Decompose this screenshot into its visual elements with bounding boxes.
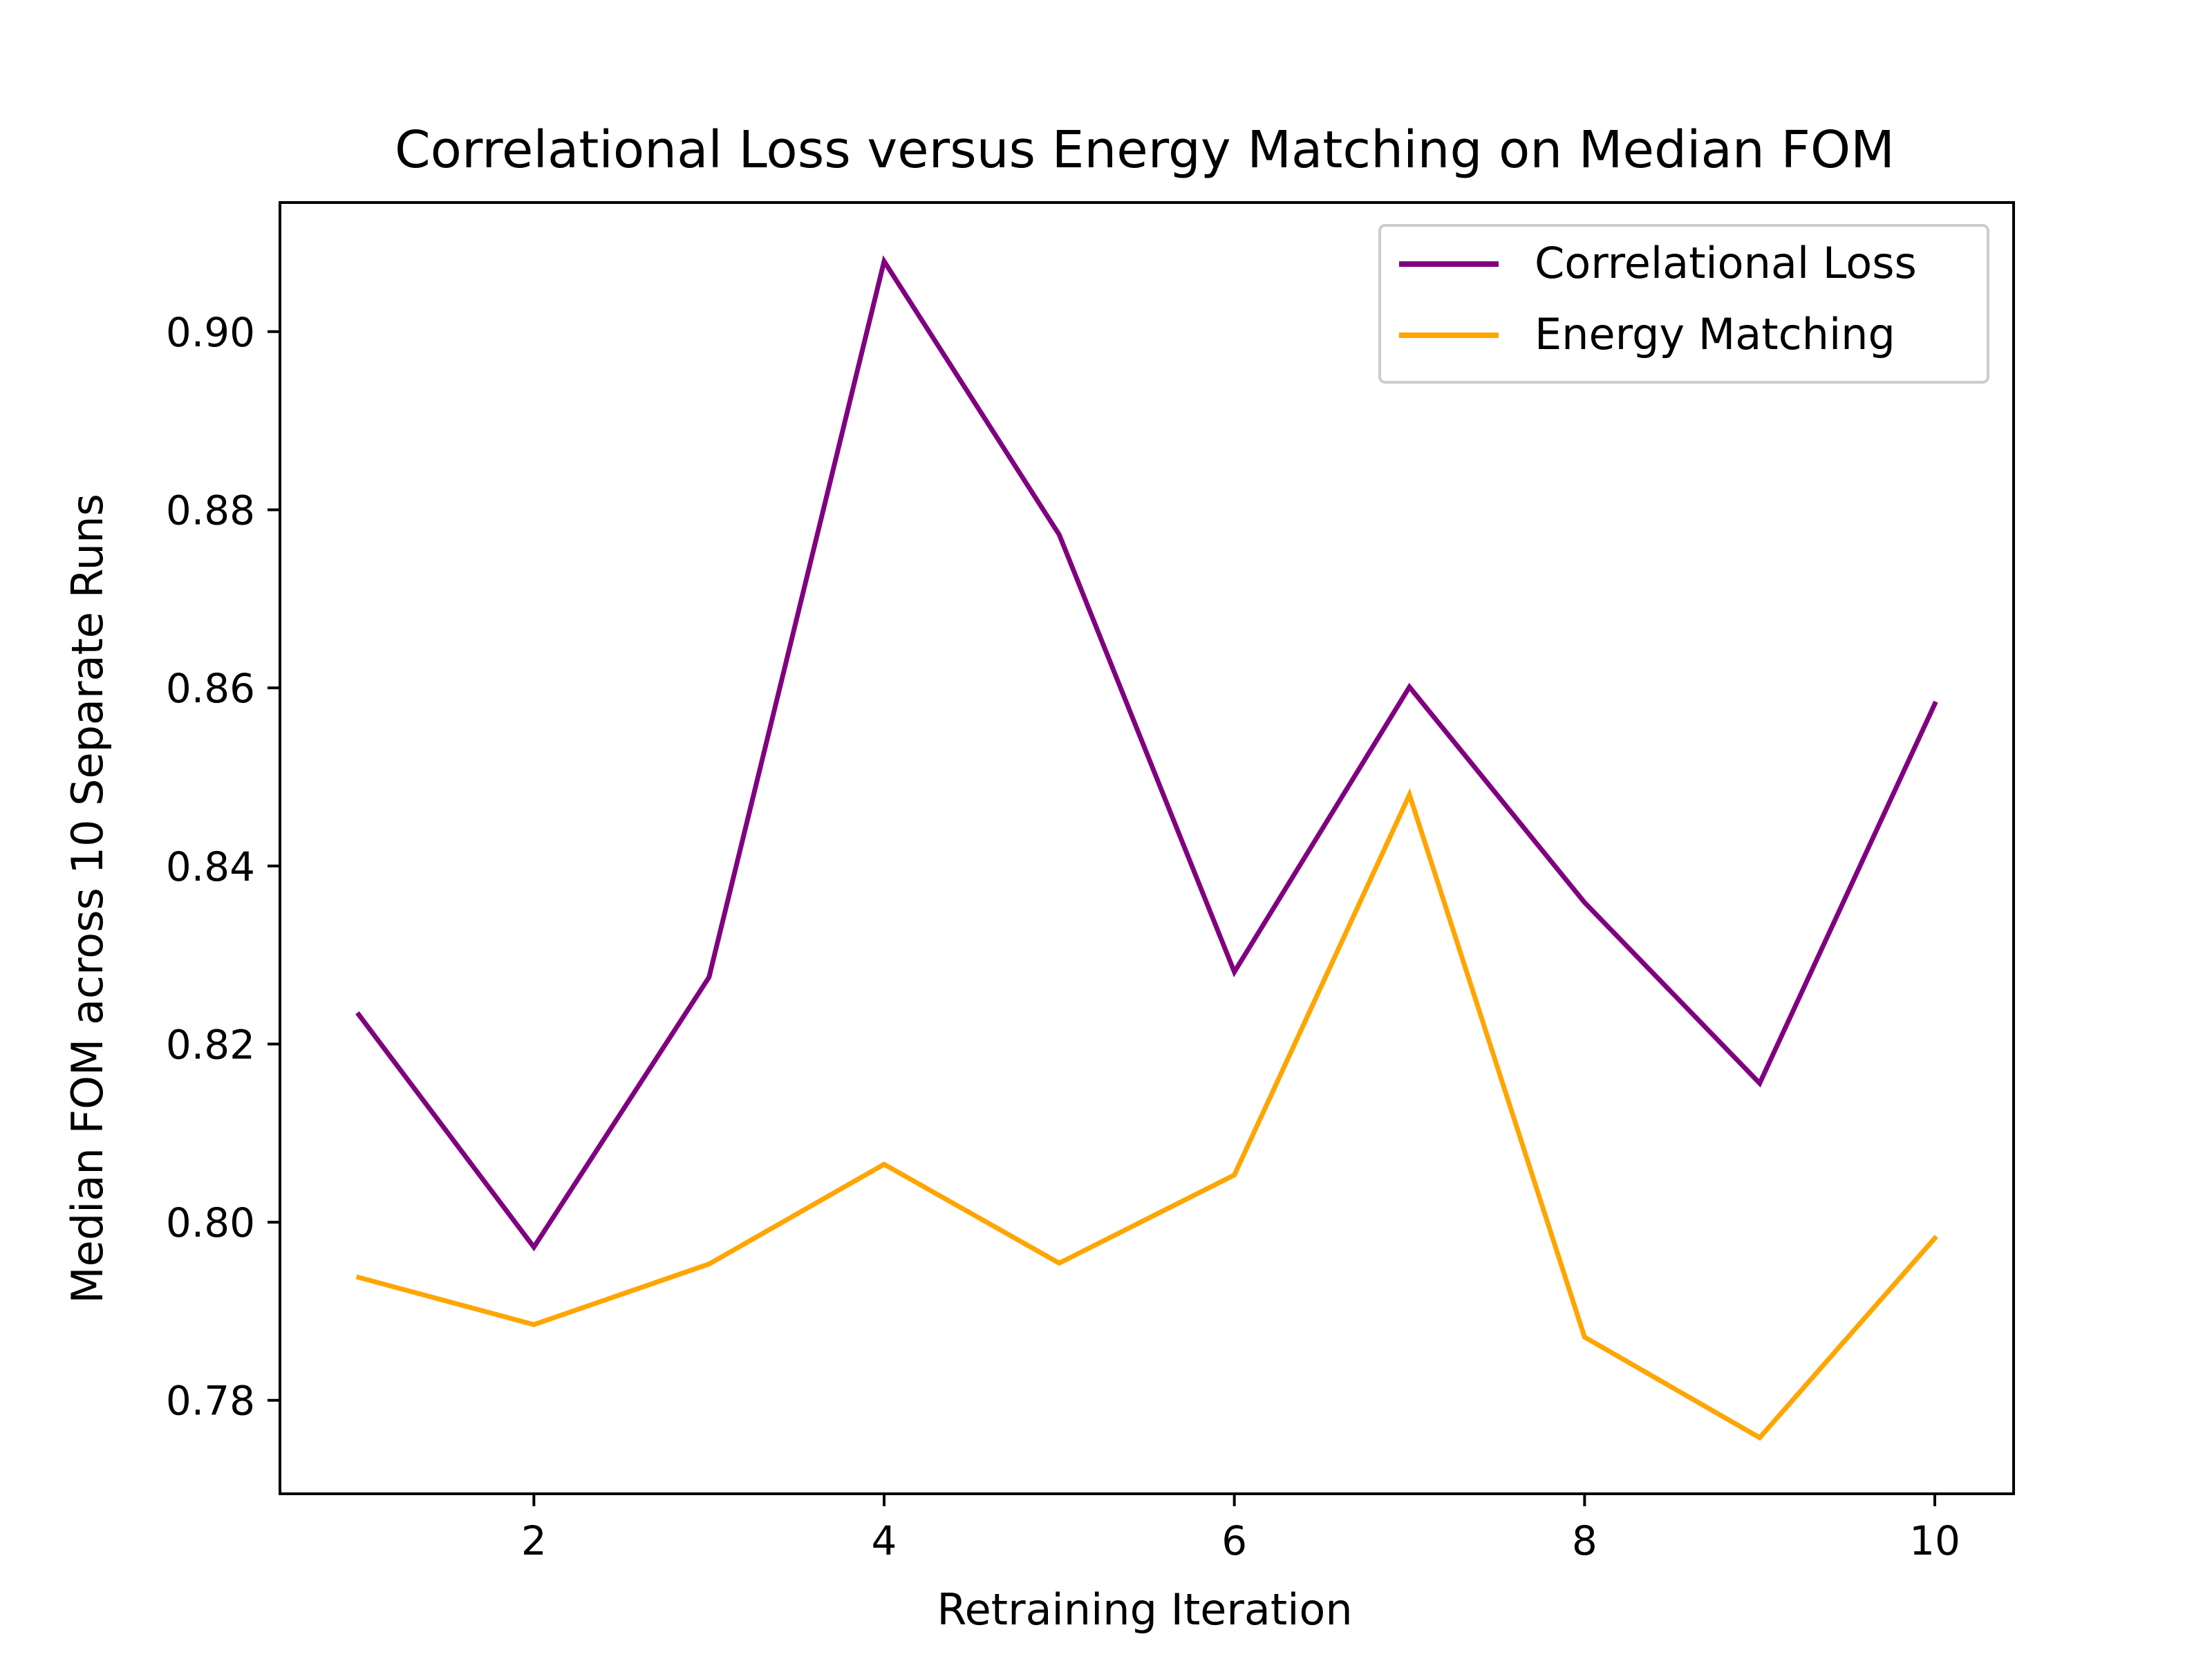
data-point-energy-matching-10 (1933, 1237, 1936, 1240)
data-point-correlational-loss-3 (707, 975, 711, 979)
y-axis-label: Median FOM across 10 Separate Runs (62, 494, 113, 1304)
x-tick-label-4: 4 (872, 1517, 897, 1564)
x-tick-label-2: 2 (521, 1517, 547, 1564)
plot-background (280, 203, 2014, 1494)
y-tick-label-0.80: 0.80 (166, 1199, 255, 1246)
data-point-correlational-loss-7 (1408, 685, 1411, 688)
data-point-energy-matching-6 (1232, 1173, 1236, 1177)
data-point-energy-matching-7 (1408, 793, 1411, 796)
series-layer (355, 255, 1938, 1441)
x-tick-label-10: 10 (1909, 1517, 1960, 1564)
series-line-correlational-loss (355, 255, 1938, 1252)
legend-label-energy-matching: Energy Matching (1535, 309, 1895, 359)
data-point-energy-matching-1 (357, 1275, 360, 1279)
data-point-correlational-loss-10 (1933, 702, 1936, 706)
plot-area (280, 203, 2014, 1494)
series-line-energy-matching (355, 788, 1938, 1441)
chart-title: Correlational Loss versus Energy Matchin… (395, 120, 1895, 180)
axes-layer: 2 4 6 8 10 0.78 0.80 0.82 0.84 0.86 0.88 0.90 (166, 201, 2015, 1564)
data-point-correlational-loss-6 (1232, 971, 1236, 974)
y-tick-label-0.84: 0.84 (166, 843, 255, 890)
y-tick-label-0.86: 0.86 (166, 665, 255, 712)
legend-box (1378, 224, 1989, 384)
series-energy-matching (355, 788, 1938, 1441)
series-correlational-loss (355, 255, 1938, 1252)
legend-label-correlational-loss: Correlational Loss (1535, 238, 1917, 288)
data-point-correlational-loss-2 (532, 1246, 536, 1249)
x-tick-label-6: 6 (1221, 1517, 1247, 1564)
x-tick-label-8: 8 (1572, 1517, 1597, 1564)
data-point-energy-matching-2 (532, 1323, 536, 1327)
data-point-correlational-loss-8 (1583, 901, 1586, 904)
axes-frame (279, 201, 2015, 1495)
data-point-energy-matching-5 (1058, 1262, 1061, 1265)
data-point-energy-matching-8 (1583, 1335, 1586, 1339)
y-tick-label-0.88: 0.88 (166, 487, 255, 534)
legend: Correlational Loss Energy Matching (1378, 224, 1989, 384)
data-point-energy-matching-3 (707, 1262, 711, 1266)
y-tick-label-0.82: 0.82 (166, 1021, 255, 1068)
y-tick-label-0.90: 0.90 (166, 309, 255, 356)
data-point-correlational-loss-4 (883, 260, 885, 263)
data-point-correlational-loss-1 (357, 1013, 360, 1016)
data-point-correlational-loss-5 (1058, 533, 1061, 536)
data-point-energy-matching-4 (883, 1163, 885, 1166)
data-point-correlational-loss-9 (1758, 1082, 1761, 1085)
y-tick-label-0.78: 0.78 (166, 1378, 255, 1425)
data-point-energy-matching-9 (1758, 1436, 1761, 1439)
x-axis-label: Retraining Iteration (937, 1584, 1352, 1635)
